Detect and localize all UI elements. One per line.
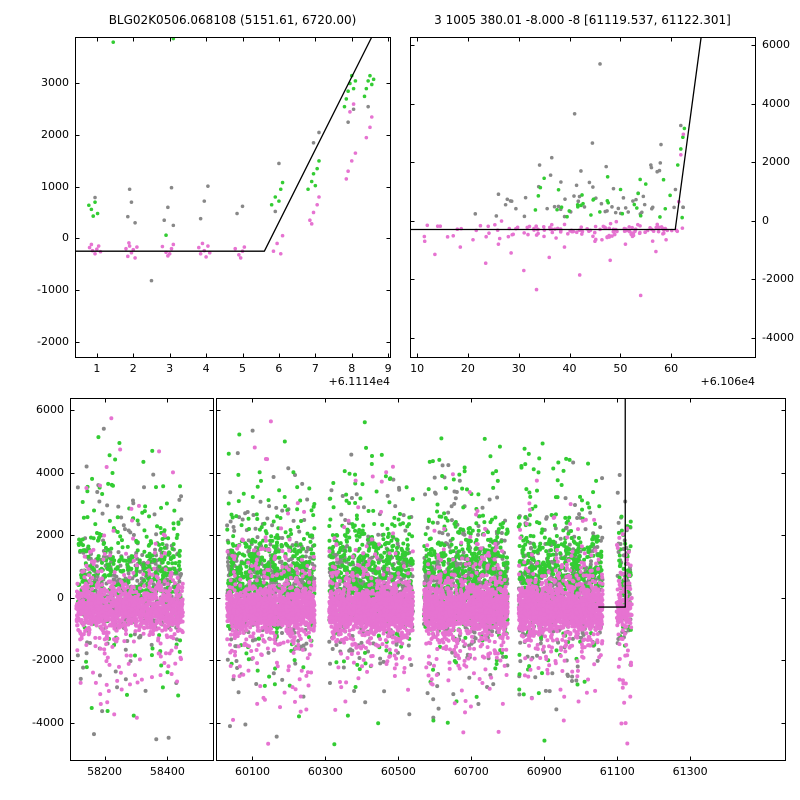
tick-label: 6000 [762, 37, 790, 51]
tick-label: 5 [239, 362, 246, 375]
plot2-x-offset-label: +6.106e4 [700, 375, 755, 388]
tick-label: 58200 [87, 765, 123, 778]
tick-label: -1000 [37, 282, 69, 296]
tick-label: 0 [762, 213, 769, 227]
tick-label: 58400 [149, 765, 185, 778]
tick-label: 7 [311, 362, 319, 375]
tick-label: 3 [166, 362, 174, 375]
tick-label: -2000 [32, 653, 64, 667]
tick-label: 2000 [41, 128, 69, 142]
tick-label: 4000 [762, 96, 790, 110]
tick-label: 60700 [453, 765, 489, 778]
tick-label: 2 [129, 362, 137, 375]
tick-label: 9 [384, 362, 392, 375]
tick-label: 60900 [526, 765, 562, 778]
tick-label: -2000 [762, 272, 794, 286]
tick-label: 3000 [41, 76, 69, 90]
tick-label: 50 [613, 362, 628, 375]
tick-label: -2000 [37, 334, 69, 348]
plot1-x-offset-label: +6.1114e4 [328, 375, 390, 388]
tick-label: -4000 [32, 715, 64, 729]
tick-label: 6 [275, 362, 283, 375]
tick-label: 1 [93, 362, 101, 375]
tick-label: 60500 [380, 765, 416, 778]
tick-label: 4000 [36, 465, 64, 479]
tick-label: 6000 [36, 403, 64, 417]
tick-label: 20 [460, 362, 475, 375]
tick-label: 60100 [234, 765, 270, 778]
tick-label: 0 [57, 590, 64, 604]
tick-label: -4000 [762, 330, 794, 344]
tick-label: 8 [348, 362, 356, 375]
tick-label: 0 [62, 231, 69, 245]
tick-label: 10 [410, 362, 425, 375]
plot1-title: BLG02K0506.068108 (5151.61, 6720.00) [108, 13, 357, 27]
tick-label: 60 [664, 362, 679, 375]
tick-label: 4 [202, 362, 210, 375]
tick-label: 30 [511, 362, 526, 375]
tick-label: 2000 [36, 528, 64, 542]
tick-label: 1000 [41, 179, 69, 193]
tick-label: 40 [562, 362, 577, 375]
tick-label: 61100 [599, 765, 635, 778]
tick-label: 2000 [762, 155, 790, 169]
tick-label: 60300 [307, 765, 343, 778]
plot2-title: 3 1005 380.01 -8.000 -8 [61119.537, 6112… [434, 13, 731, 27]
tick-label: 61300 [672, 765, 708, 778]
